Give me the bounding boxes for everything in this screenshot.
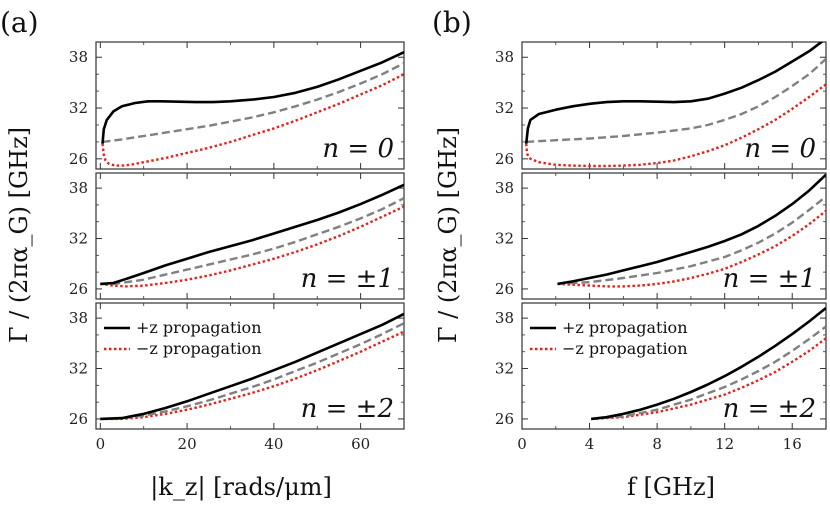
series-group bbox=[101, 51, 404, 167]
series-line-plus-z bbox=[100, 312, 404, 421]
x-tick-label: 12 bbox=[715, 435, 734, 453]
panel-a-row1: 26 32 38 n = ±1 bbox=[69, 172, 405, 300]
series-line-minus-z bbox=[557, 209, 826, 288]
series-line-plus-z bbox=[100, 183, 404, 286]
panel-letter-b: (b) bbox=[432, 6, 472, 39]
series-line-dashed bbox=[591, 325, 826, 421]
panel-b-row2: 26 32 38 0 4 8 12 16 n = ±2 +z propagation −z prop… bbox=[495, 302, 827, 453]
series-line-dashed bbox=[100, 197, 404, 286]
x-tick-label: 20 bbox=[178, 435, 197, 453]
panel-note: n = ±1 bbox=[301, 264, 394, 294]
series-line-plus-z bbox=[557, 173, 826, 286]
x-tick-label: 0 bbox=[517, 435, 527, 453]
y-tick-label: 26 bbox=[495, 410, 514, 428]
panel-note: n = ±2 bbox=[301, 394, 394, 424]
y-tick-label: 38 bbox=[495, 309, 514, 327]
panel-b-row1: 26 32 38 n = ±1 bbox=[495, 172, 827, 300]
plot-frame bbox=[95, 41, 405, 170]
y-tick-label: 38 bbox=[69, 48, 88, 66]
y-tick-label: 32 bbox=[69, 360, 88, 378]
x-tick-label: 0 bbox=[96, 435, 106, 453]
panel-note: n = ±2 bbox=[723, 394, 816, 424]
y-tick-label: 38 bbox=[69, 309, 88, 327]
y-tick-label: 26 bbox=[495, 150, 514, 168]
panel-letter-a: (a) bbox=[0, 6, 39, 39]
x-axis-label-b: f [GHz] bbox=[627, 473, 715, 501]
legend-label: −z propagation bbox=[562, 339, 688, 358]
series-group bbox=[100, 312, 404, 421]
series-line-dashed bbox=[100, 322, 404, 421]
x-tick-label: 8 bbox=[652, 435, 662, 453]
y-tick-label: 38 bbox=[69, 179, 88, 197]
y-tick-label: 26 bbox=[69, 410, 88, 428]
series-group bbox=[524, 42, 826, 168]
panel-b-row0: 26 32 38 n = 0 bbox=[495, 41, 827, 170]
legend: +z propagation −z propagation bbox=[530, 318, 688, 358]
x-axis-label-a: |k_z| [rads/μm] bbox=[150, 473, 332, 502]
series-line-minus-z bbox=[525, 83, 826, 168]
y-tick-label: 32 bbox=[495, 360, 514, 378]
x-tick-label: 40 bbox=[264, 435, 283, 453]
y-axis-label-b: Γ / (2πα_G) [GHz] bbox=[434, 127, 462, 343]
y-tick-label: 32 bbox=[495, 99, 514, 117]
series-line-dashed bbox=[557, 195, 826, 286]
x-tick-label: 60 bbox=[351, 435, 370, 453]
y-tick-label: 26 bbox=[495, 280, 514, 298]
legend-label: +z propagation bbox=[562, 318, 688, 337]
y-tick-label: 38 bbox=[495, 48, 514, 66]
panel-a-row2: 26 32 38 0 20 40 60 n = ±2 +z propagation −z prop… bbox=[69, 302, 405, 453]
legend-label: +z propagation bbox=[136, 318, 262, 337]
panel-note: n = 0 bbox=[322, 134, 394, 164]
y-tick-label: 26 bbox=[69, 280, 88, 298]
series-group bbox=[100, 183, 404, 288]
legend: +z propagation −z propagation bbox=[104, 318, 262, 358]
plot-frame bbox=[521, 41, 827, 170]
plot-frame bbox=[521, 302, 827, 430]
y-tick-label: 32 bbox=[69, 230, 88, 248]
series-line-plus-z bbox=[101, 51, 404, 144]
x-tick-label: 16 bbox=[783, 435, 802, 453]
series-group bbox=[591, 306, 826, 421]
y-tick-label: 38 bbox=[495, 179, 514, 197]
y-axis-label-a: Γ / (2πα_G) [GHz] bbox=[5, 127, 33, 343]
series-group bbox=[557, 173, 826, 288]
series-line-minus-z bbox=[100, 330, 404, 421]
panel-a-row0: 26 32 38 n = 0 bbox=[69, 41, 405, 170]
plot-frame bbox=[95, 172, 405, 300]
y-tick-label: 26 bbox=[69, 150, 88, 168]
x-tick-label: 4 bbox=[585, 435, 595, 453]
series-line-dashed bbox=[526, 58, 826, 144]
series-line-plus-z bbox=[524, 42, 824, 144]
y-tick-label: 32 bbox=[69, 99, 88, 117]
series-line-dashed bbox=[102, 62, 404, 144]
y-tick-label: 32 bbox=[495, 230, 514, 248]
legend-label: −z propagation bbox=[136, 339, 262, 358]
panel-note: n = 0 bbox=[744, 134, 816, 164]
panel-note: n = ±1 bbox=[723, 264, 816, 294]
series-line-minus-z bbox=[100, 205, 404, 288]
series-line-plus-z bbox=[591, 306, 826, 421]
plot-frame bbox=[95, 302, 405, 430]
plot-frame bbox=[521, 172, 827, 300]
